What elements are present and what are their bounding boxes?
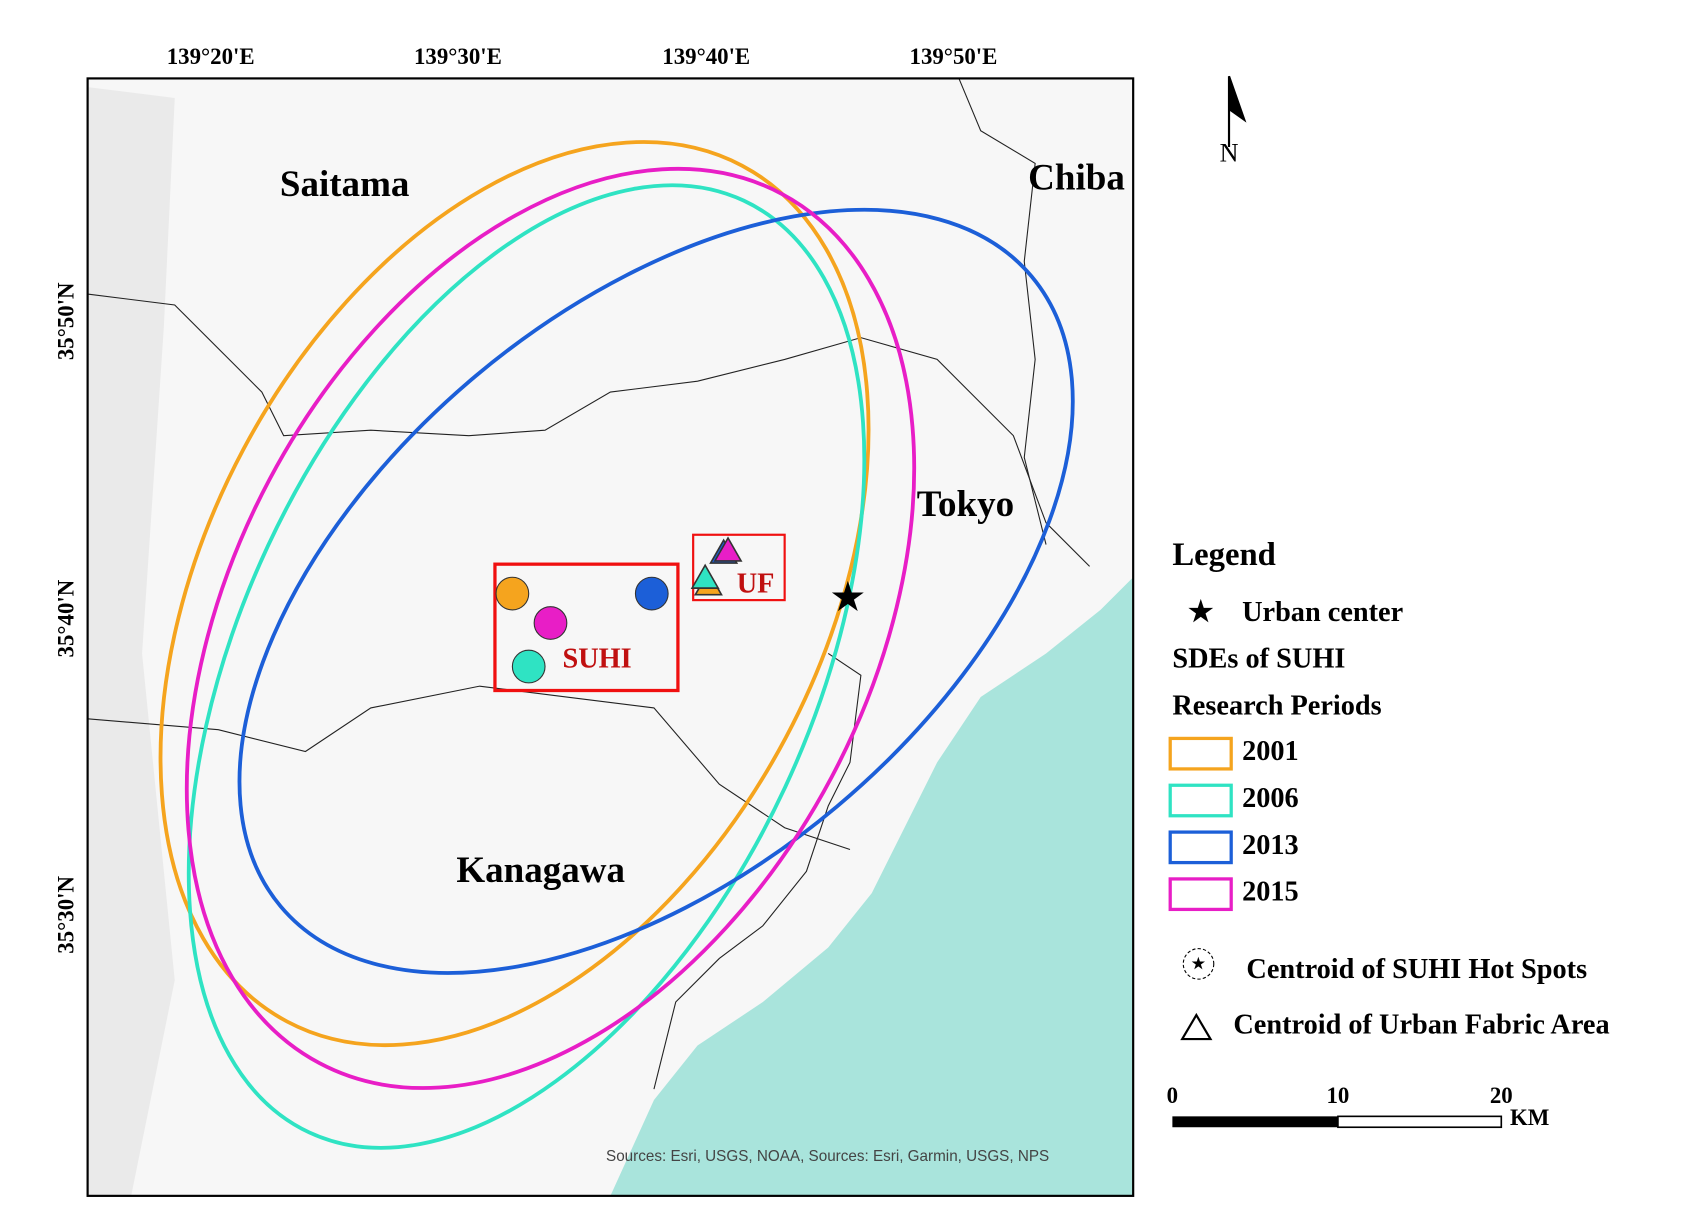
place-name: Tokyo — [917, 484, 1014, 525]
uf-label: UF — [737, 568, 775, 599]
legend-star: ★ — [1188, 597, 1213, 628]
scale-unit: KM — [1510, 1105, 1549, 1130]
attribution: Sources: Esri, USGS, NOAA, Sources: Esri… — [606, 1146, 1050, 1165]
sde-ellipse — [237, 207, 1075, 975]
scale-bar-white — [1337, 1115, 1503, 1129]
urban-center-star: ★ — [831, 578, 864, 619]
legend-fabric-symbol — [1180, 1012, 1213, 1041]
uf-centroid — [713, 536, 743, 562]
legend-title: Legend — [1172, 537, 1275, 573]
sde-ellipse — [184, 166, 917, 1090]
legend-heading: SDEs of SUHI — [1172, 644, 1345, 675]
boundary — [958, 78, 1047, 545]
suhi-centroid — [533, 606, 568, 640]
legend-swatch — [1168, 830, 1233, 865]
basemap — [87, 78, 1134, 1196]
legend-swatch — [1168, 783, 1233, 818]
uf-centroid — [690, 563, 720, 589]
legend-label: 2006 — [1242, 783, 1299, 814]
sde-ellipse — [186, 183, 867, 1150]
lon-label: 139°50'E — [910, 44, 998, 69]
terrain — [87, 87, 175, 1196]
legend-label: 2001 — [1242, 736, 1299, 767]
north-label: N — [1220, 139, 1239, 168]
legend-swatch — [1168, 736, 1233, 771]
north-arrow — [1227, 75, 1247, 148]
map-frame — [86, 77, 1135, 1197]
legend-hotspot-symbol — [1182, 948, 1215, 980]
place-name: Kanagawa — [456, 850, 625, 891]
sea — [610, 577, 1134, 1196]
scale-tick: 20 — [1490, 1083, 1513, 1108]
lat-label: 35°50'N — [53, 282, 78, 360]
place-name: Saitama — [280, 164, 410, 205]
sde-ellipse — [158, 140, 871, 1048]
suhi-centroid — [495, 576, 530, 611]
legend-heading: Research Periods — [1172, 690, 1381, 721]
lon-label: 139°40'E — [662, 44, 750, 69]
legend-swatch — [1168, 877, 1233, 912]
legend-label: 2015 — [1242, 877, 1299, 908]
legend-label: 2013 — [1242, 830, 1299, 861]
legend-label: Urban center — [1242, 597, 1403, 628]
suhi-centroid — [634, 576, 669, 611]
attribution-box: Sources: Esri, USGS, NOAA, Sources: Esri… — [606, 1146, 1050, 1165]
suhi-label: SUHI — [562, 644, 631, 675]
lon-label: 139°20'E — [167, 44, 255, 69]
legend-label: Centroid of SUHI Hot Spots — [1246, 954, 1587, 985]
legend-label: Centroid of Urban Fabric Area — [1233, 1010, 1609, 1041]
suhi-box — [493, 562, 680, 693]
suhi-centroid — [511, 649, 546, 684]
scale-tick: 10 — [1326, 1083, 1349, 1108]
legend-hotspot-star: ★ — [1192, 955, 1206, 972]
lat-label: 35°30'N — [53, 876, 78, 954]
scale-tick: 0 — [1167, 1083, 1178, 1108]
uf-box — [692, 533, 786, 602]
lon-label: 139°30'E — [414, 44, 502, 69]
place-name: Chiba — [1028, 157, 1125, 198]
lat-label: 35°40'N — [53, 579, 78, 657]
scale-bar-black — [1172, 1116, 1338, 1128]
coastline — [653, 653, 862, 1090]
